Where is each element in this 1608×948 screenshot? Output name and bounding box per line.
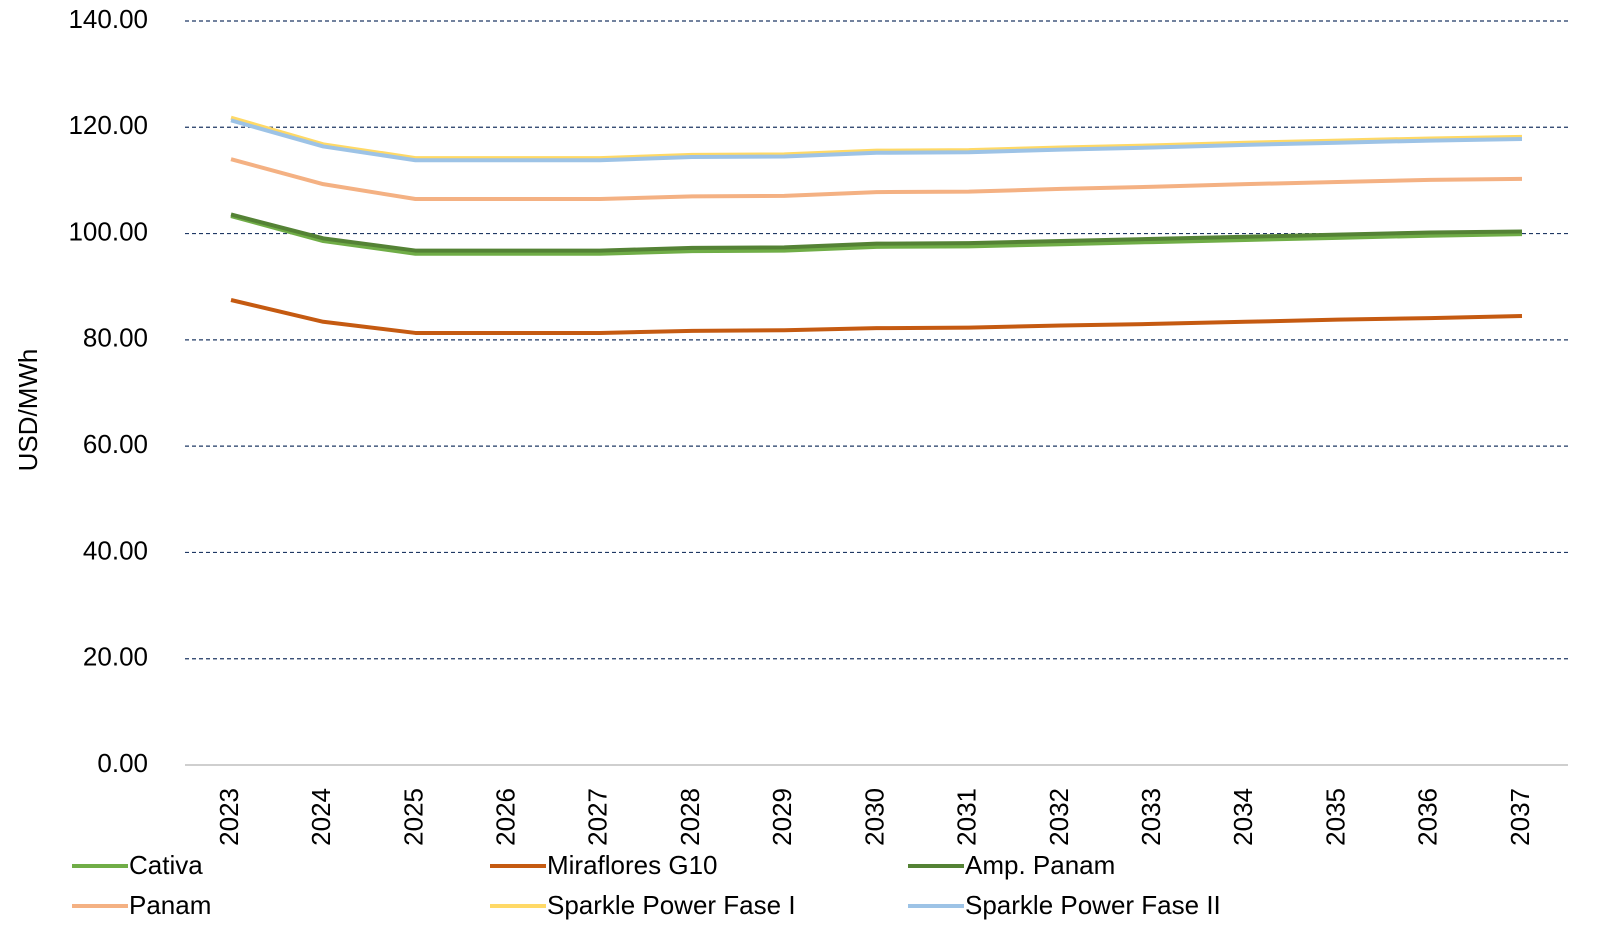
- legend-label: Amp. Panam: [965, 850, 1115, 880]
- data-line: [230, 214, 1523, 256]
- x-tick-label: 2030: [859, 788, 889, 846]
- data-line: [230, 115, 1523, 161]
- x-tick-label: 2031: [952, 788, 982, 846]
- y-tick-label: 20.00: [83, 642, 148, 672]
- legend-label: Miraflores G10: [547, 850, 718, 880]
- y-tick-label: 120.00: [68, 110, 148, 140]
- y-axis-label: USD/MWh: [13, 349, 43, 472]
- data-line: [230, 212, 1523, 253]
- y-tick-label: 140.00: [68, 4, 148, 34]
- legend-label: Sparkle Power Fase II: [965, 890, 1221, 920]
- x-tick-label: 2029: [767, 788, 797, 846]
- data-line: [230, 298, 1523, 335]
- y-tick-label: 40.00: [83, 535, 148, 565]
- x-tick-label: 2027: [583, 788, 613, 846]
- legend-label: Sparkle Power Fase I: [547, 890, 796, 920]
- x-tick-label: 2036: [1413, 788, 1443, 846]
- x-tick-label: 2035: [1320, 788, 1350, 846]
- x-tick-label: 2032: [1044, 788, 1074, 846]
- y-tick-label: 80.00: [83, 323, 148, 353]
- x-tick-label: 2026: [491, 788, 521, 846]
- x-tick-label: 2034: [1228, 788, 1258, 846]
- x-tick-label: 2028: [675, 788, 705, 846]
- x-tick-label: 2025: [398, 788, 428, 846]
- x-tick-label: 2037: [1505, 788, 1535, 846]
- x-tick-label: 2024: [306, 788, 336, 846]
- legend-label: Cativa: [129, 850, 203, 880]
- y-tick-label: 0.00: [97, 748, 148, 778]
- x-tick-label: 2033: [1136, 788, 1166, 846]
- y-tick-label: 100.00: [68, 216, 148, 246]
- y-tick-label: 60.00: [83, 429, 148, 459]
- legend-label: Panam: [129, 890, 211, 920]
- x-tick-label: 2023: [214, 788, 244, 846]
- data-line: [230, 118, 1523, 163]
- data-line: [230, 157, 1523, 202]
